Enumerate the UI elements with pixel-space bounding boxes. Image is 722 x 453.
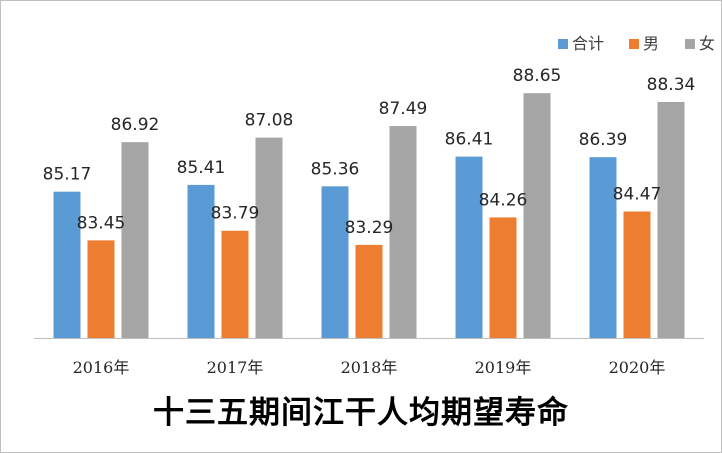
bar-series-1-0 <box>87 240 115 338</box>
data-label-series-0-3: 86.41 <box>445 130 494 150</box>
bar-series-2-4 <box>657 101 685 338</box>
bar-series-1-1 <box>221 230 249 338</box>
legend-swatch-2 <box>685 39 695 49</box>
data-label-series-2-4: 88.34 <box>647 75 696 95</box>
legend: 合计 男 女 <box>558 34 715 53</box>
x-tick-label-2: 2018年 <box>341 358 398 377</box>
bar-series-2-1 <box>255 137 283 338</box>
data-label-series-0-4: 86.39 <box>579 130 628 150</box>
chart-title: 十三五期间江干人均期望寿命 <box>153 395 569 431</box>
data-label-series-0-2: 85.36 <box>311 159 360 179</box>
bar-series-0-0 <box>53 191 81 338</box>
data-label-series-0-0: 85.17 <box>43 165 92 185</box>
x-tick-label-1: 2017年 <box>207 358 264 377</box>
data-label-series-0-1: 85.41 <box>177 158 226 178</box>
data-label-series-2-2: 87.49 <box>379 99 428 119</box>
bar-series-2-0 <box>121 142 149 338</box>
legend-label-2: 女 <box>699 34 715 53</box>
data-label-series-1-0: 83.45 <box>77 213 126 233</box>
bar-series-0-3 <box>455 156 483 338</box>
data-label-series-1-1: 83.79 <box>211 204 260 224</box>
bar-series-0-4 <box>589 157 617 338</box>
x-tick-label-3: 2019年 <box>475 358 532 377</box>
data-label-series-2-1: 87.08 <box>245 111 294 131</box>
bar-series-1-4 <box>623 211 651 338</box>
data-label-series-1-3: 84.26 <box>479 190 528 210</box>
legend-label-1: 男 <box>643 34 659 53</box>
bar-series-1-2 <box>355 244 383 338</box>
data-label-series-1-4: 84.47 <box>613 184 662 204</box>
legend-label-0: 合计 <box>572 34 604 53</box>
bar-series-1-3 <box>489 217 517 338</box>
data-label-series-1-2: 83.29 <box>345 218 394 238</box>
legend-swatch-0 <box>558 39 568 49</box>
data-label-series-2-0: 86.92 <box>111 115 160 135</box>
x-tick-labels: 2016年 2017年 2018年 2019年 2020年 <box>73 358 666 377</box>
x-tick-label-0: 2016年 <box>73 358 130 377</box>
bar-series-2-2 <box>389 126 417 339</box>
x-tick-label-4: 2020年 <box>609 358 666 377</box>
bar-series-0-2 <box>321 186 349 338</box>
bar-series-2-3 <box>523 93 551 338</box>
legend-swatch-1 <box>629 39 639 49</box>
bar-series-0-1 <box>187 184 215 338</box>
data-label-series-2-3: 88.65 <box>513 66 562 86</box>
bars-group <box>53 93 685 339</box>
data-labels-group: 85.17 83.45 86.92 85.41 83.79 87.08 85.36 83.29… <box>43 66 696 238</box>
